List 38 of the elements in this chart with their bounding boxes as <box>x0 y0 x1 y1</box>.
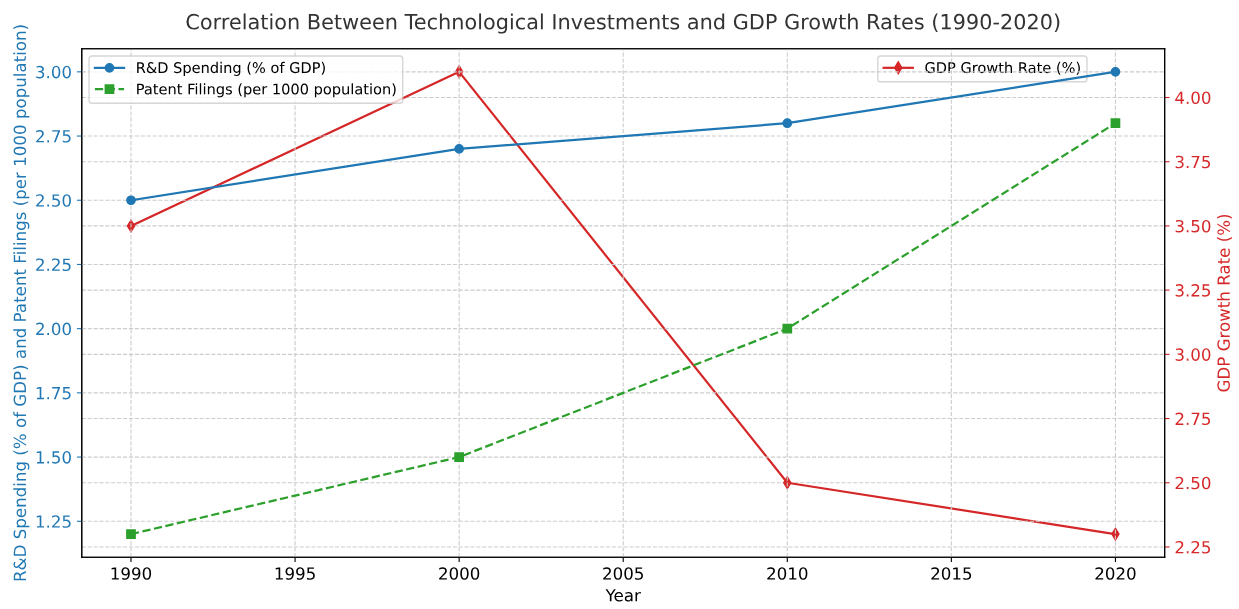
point <box>454 144 465 154</box>
legend-label: R&D Spending (% of GDP) <box>137 61 325 76</box>
x-tick-label: 2015 <box>931 567 972 580</box>
legend-label: GDP Growth Rate (%) <box>925 61 1080 75</box>
point <box>782 323 793 334</box>
y2-tick-label: 3.75 <box>1175 155 1211 169</box>
x-tick-label: 2020 <box>1095 567 1136 580</box>
y-tick-label: 3.00 <box>36 65 71 79</box>
y-tick-label: 1.75 <box>36 387 71 400</box>
y-tick-label: 1.25 <box>36 515 71 528</box>
y2-tick-label: 2.75 <box>1175 412 1211 426</box>
y2-tick-label: 4.00 <box>1175 91 1211 105</box>
y-tick-label: 1.50 <box>36 451 71 464</box>
y2-tick-label: 3.50 <box>1175 219 1211 233</box>
y-tick-label: 2.25 <box>36 258 71 272</box>
x-axis-title: Year <box>605 589 641 602</box>
x-tick-label: 2005 <box>603 567 643 580</box>
y2-tick-label: 2.25 <box>1175 540 1211 554</box>
y2-tick-label: 3.25 <box>1175 284 1211 297</box>
y2-axis-title: GDP Growth Rate (%) <box>1217 214 1232 392</box>
y-tick-label: 2.50 <box>36 194 71 207</box>
point <box>454 452 465 462</box>
x-tick-label: 1995 <box>275 567 315 580</box>
y-tick-label: 2.75 <box>36 130 71 143</box>
y-axis-title: R&D Spending (% of GDP) and Patent Filings (per 1000 population) <box>13 25 30 581</box>
legend-label: Patent Filings (per 1000 population) <box>137 83 396 98</box>
point <box>782 118 793 129</box>
point <box>1110 118 1121 129</box>
chart-title: Correlation Between Technological Investments and GDP Growth Rates (1990-2020) <box>186 13 1060 34</box>
y-tick-label: 2.00 <box>36 322 71 336</box>
point <box>126 195 136 206</box>
x-tick-label: 1990 <box>111 567 152 580</box>
point <box>1110 66 1121 77</box>
y2-tick-label: 2.50 <box>1175 476 1211 490</box>
x-tick-label: 2010 <box>767 567 808 580</box>
x-tick-label: 2000 <box>439 567 480 580</box>
point <box>126 529 136 539</box>
y2-tick-label: 3.00 <box>1175 348 1211 361</box>
